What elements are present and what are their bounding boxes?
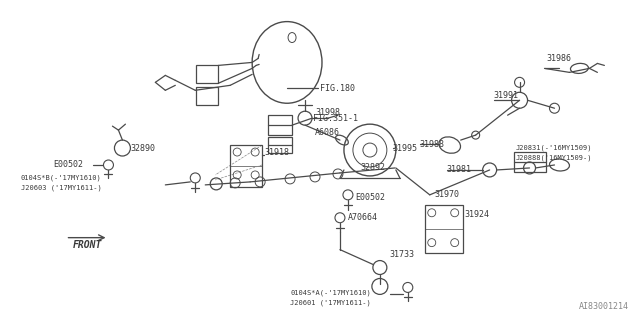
Bar [268, 137, 292, 153]
Text: 31924: 31924 [465, 210, 490, 219]
Text: 32890: 32890 [131, 144, 156, 153]
Text: AI83001214: AI83001214 [579, 302, 629, 311]
Circle shape [373, 260, 387, 275]
Bar [268, 115, 292, 135]
Bar [196, 65, 218, 83]
Bar [230, 145, 262, 187]
Text: 31988: 31988 [420, 140, 445, 148]
Text: 31733: 31733 [390, 250, 415, 259]
Text: 31998: 31998 [315, 108, 340, 117]
Bar [513, 152, 545, 172]
Text: 32892: 32892 [360, 164, 385, 172]
Text: FIG.180: FIG.180 [320, 84, 355, 93]
Text: FRONT: FRONT [72, 240, 102, 250]
Text: 31991: 31991 [493, 91, 518, 100]
Text: 31995: 31995 [393, 144, 418, 153]
Text: J20601 ('17MY1611-): J20601 ('17MY1611-) [290, 299, 371, 306]
Text: E00502: E00502 [355, 193, 385, 202]
Text: 31970: 31970 [435, 190, 460, 199]
Text: 31986: 31986 [547, 54, 572, 63]
Text: E00502: E00502 [54, 160, 84, 170]
Bar [196, 87, 218, 105]
Text: FIG.351-1: FIG.351-1 [313, 114, 358, 123]
Text: 0104S*A(-'17MY1610): 0104S*A(-'17MY1610) [290, 289, 371, 296]
Text: J20888('16MY1509-): J20888('16MY1509-) [516, 155, 592, 161]
Bar [425, 205, 463, 252]
Text: J20603 ('17MY1611-): J20603 ('17MY1611-) [20, 185, 101, 191]
Text: 0104S*B(-'17MY1610): 0104S*B(-'17MY1610) [20, 175, 101, 181]
Text: 31918: 31918 [264, 148, 289, 156]
Text: A6086: A6086 [315, 128, 340, 137]
Text: 31981: 31981 [447, 165, 472, 174]
Text: J20831(-'16MY1509): J20831(-'16MY1509) [516, 145, 592, 151]
Text: A70664: A70664 [348, 213, 378, 222]
